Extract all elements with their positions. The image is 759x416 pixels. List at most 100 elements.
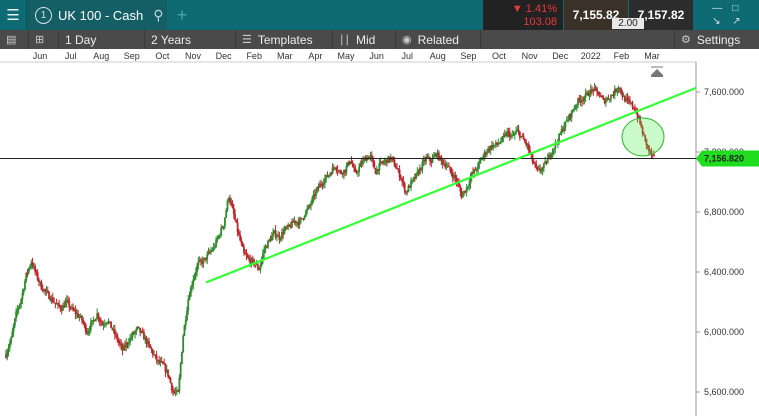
minimize-icon[interactable]: — <box>712 3 723 14</box>
instrument-header: ☰ 1 UK 100 - Cash ⚲ + ▼ 1.41% 103.08 7,1… <box>0 0 759 30</box>
x-tick-label: Aug <box>430 51 446 61</box>
candle <box>351 159 354 168</box>
candle <box>577 97 579 109</box>
candle <box>270 232 273 241</box>
candle <box>459 184 462 197</box>
candle <box>50 294 53 305</box>
candle <box>601 95 604 99</box>
candle <box>31 257 34 269</box>
candle <box>35 269 38 277</box>
candle <box>25 272 28 283</box>
candle <box>586 90 588 96</box>
candle <box>399 174 402 181</box>
candle <box>541 166 544 176</box>
candle <box>326 171 329 178</box>
candle <box>394 163 397 169</box>
search-icon[interactable]: ⚲ <box>153 6 164 23</box>
expand-icon[interactable]: ↗ <box>732 16 741 27</box>
x-tick-label: Aug <box>93 51 109 61</box>
candle <box>15 307 18 322</box>
candle <box>565 116 568 122</box>
candle <box>448 162 450 168</box>
candle <box>59 305 62 312</box>
candle <box>534 161 536 169</box>
related-button[interactable]: ◉ Related <box>396 30 481 49</box>
y-tick-label: 5,600.000 <box>704 387 744 397</box>
candle <box>136 326 139 331</box>
candle <box>548 152 550 159</box>
x-tick-label: Jun <box>33 51 48 61</box>
candle <box>542 162 545 173</box>
candle <box>354 164 357 173</box>
candle <box>574 104 577 110</box>
candle <box>164 363 167 377</box>
candle <box>384 157 387 166</box>
price-type-button[interactable]: ∣∣ Mid <box>333 30 396 49</box>
candle <box>10 336 12 345</box>
plus-icon[interactable]: + <box>176 4 188 25</box>
list-icon[interactable]: ▤ <box>0 30 29 49</box>
restore-icon[interactable]: □ <box>732 3 739 14</box>
candle <box>513 131 516 140</box>
candle <box>263 245 266 259</box>
candle <box>374 167 377 175</box>
price-chart[interactable]: Jun Jul Aug Sep Oct Nov Dec Feb Mar Apr May Jun Jul A… <box>0 49 759 416</box>
candle <box>483 149 486 161</box>
candle <box>341 172 344 178</box>
templates-button[interactable]: ☰ Templates <box>236 30 333 49</box>
candle <box>29 264 31 271</box>
candle <box>191 281 193 292</box>
candle <box>325 174 328 183</box>
home-marker-icon[interactable] <box>651 66 663 77</box>
candle <box>410 177 412 192</box>
candle <box>620 87 622 95</box>
candle <box>127 338 130 349</box>
interval-dropdown[interactable]: 1 Day <box>59 30 145 49</box>
trendline[interactable] <box>205 86 697 284</box>
settings-button[interactable]: ⚙ Settings <box>675 30 759 49</box>
sliders-icon: ☰ <box>242 34 252 46</box>
instrument-tab[interactable]: 1 UK 100 - Cash ⚲ <box>27 0 167 30</box>
candle <box>539 164 541 174</box>
candle <box>292 218 295 223</box>
candle <box>464 190 467 194</box>
candle <box>311 195 314 206</box>
candle <box>382 159 385 166</box>
range-dropdown[interactable]: 2 Years <box>145 30 236 49</box>
hamburger-icon[interactable]: ☰ <box>0 0 27 30</box>
sell-price-button[interactable]: 7,155.82 <box>564 0 628 30</box>
candle <box>598 91 601 98</box>
candle <box>277 230 280 237</box>
candle <box>244 249 247 255</box>
candle <box>413 173 416 183</box>
candle <box>527 141 530 155</box>
candle <box>506 127 509 138</box>
candle <box>188 291 191 301</box>
x-tick-label: Nov <box>185 51 202 61</box>
candle <box>645 138 648 150</box>
candle <box>38 277 40 287</box>
x-tick-label: May <box>337 51 355 61</box>
candle <box>603 97 606 105</box>
x-axis: Jun Jul Aug Sep Oct Nov Dec Feb Mar Apr May Jun Jul A… <box>33 51 660 61</box>
range-label: 2 Years <box>151 32 192 47</box>
grid-layout-icon[interactable]: ⊞ <box>29 30 59 49</box>
candle <box>170 382 173 394</box>
collapse-icon[interactable]: ↘ <box>712 16 721 27</box>
candle <box>49 295 52 302</box>
candle <box>345 162 348 176</box>
candle <box>529 145 531 154</box>
candle <box>175 386 178 396</box>
candle <box>159 357 162 367</box>
candle <box>106 321 109 325</box>
candle <box>646 143 649 150</box>
candle <box>51 292 54 304</box>
candle <box>83 320 86 329</box>
candle <box>418 164 421 176</box>
highlight-circle[interactable] <box>621 117 665 157</box>
candle <box>272 228 274 241</box>
candle <box>498 141 501 145</box>
candle <box>205 257 207 263</box>
candle <box>631 100 634 110</box>
candle <box>383 157 386 166</box>
